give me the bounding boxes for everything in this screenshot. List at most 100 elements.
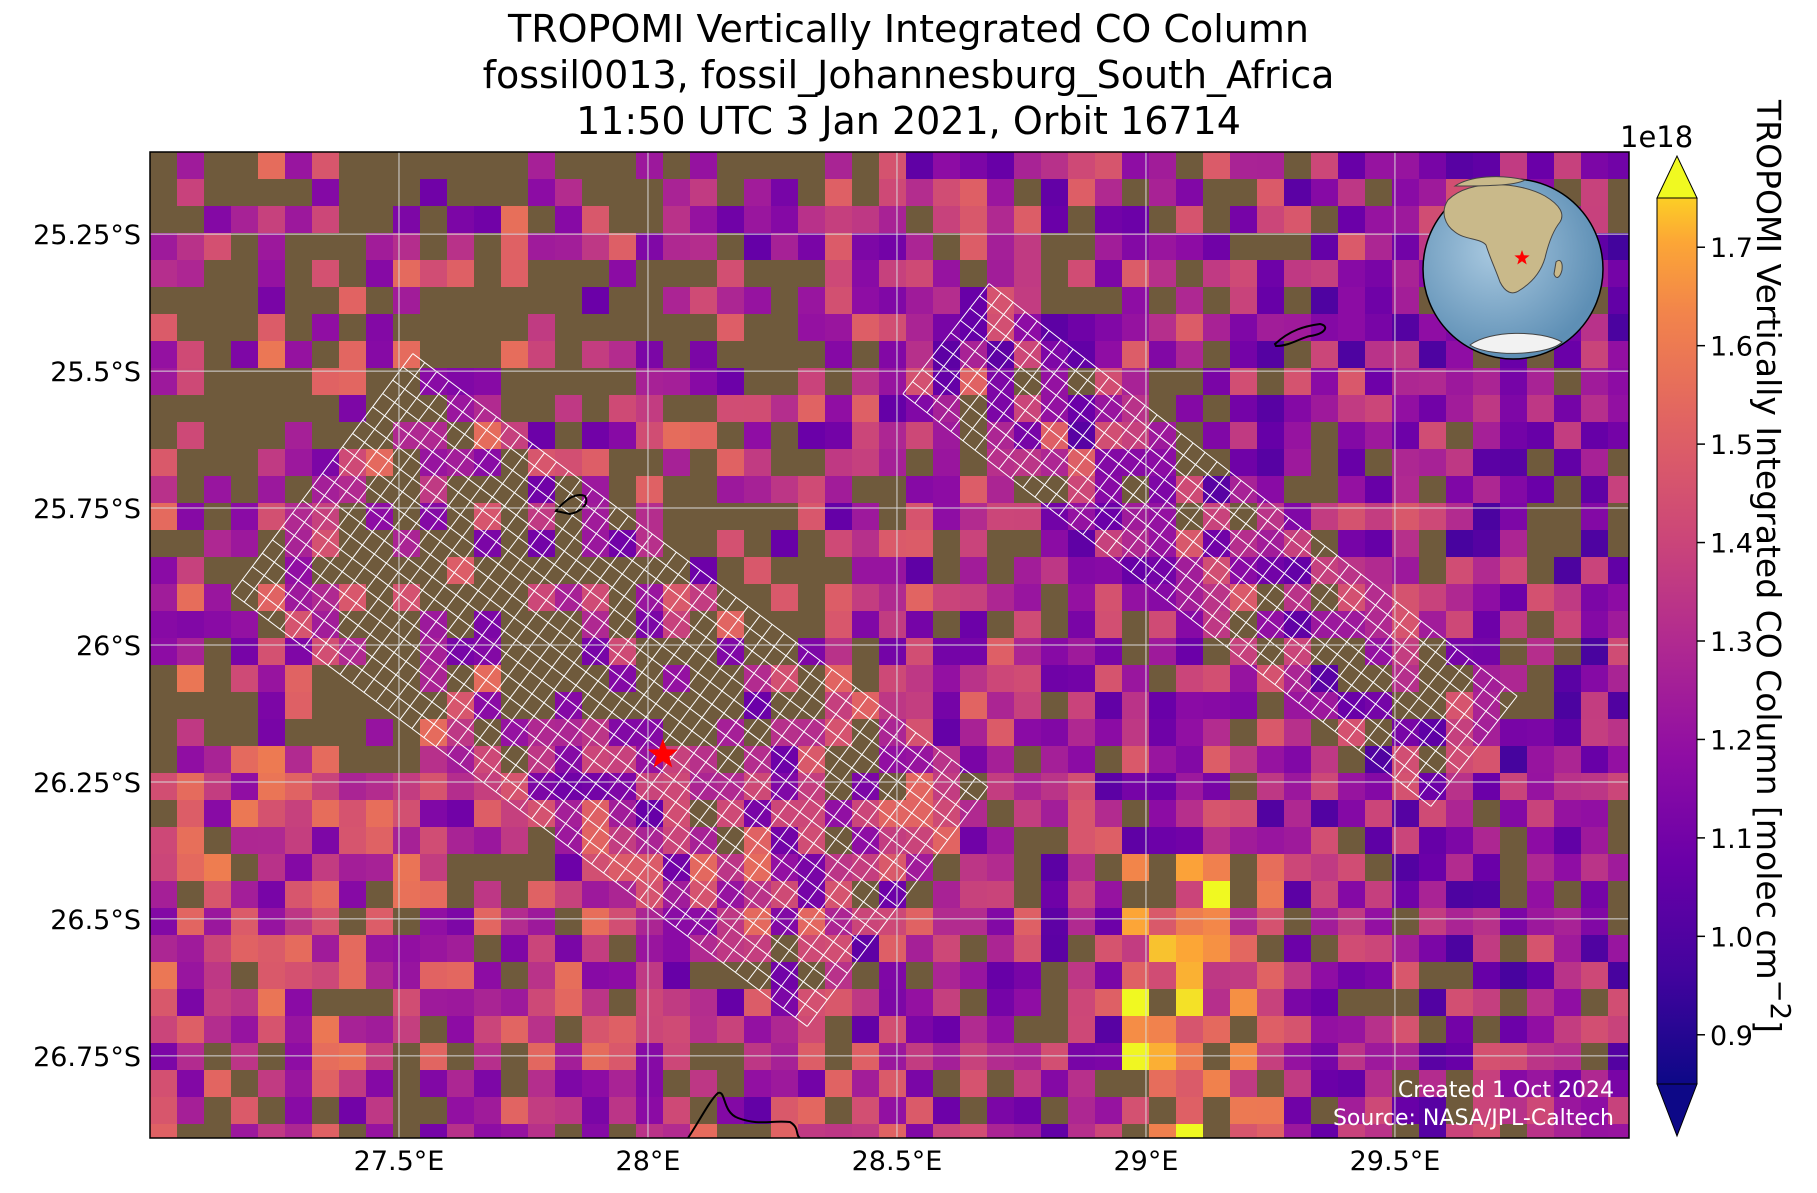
co-pixel	[1446, 611, 1473, 638]
co-pixel	[204, 746, 231, 773]
co-pixel	[1608, 368, 1629, 395]
co-pixel	[933, 584, 960, 611]
co-pixel	[1392, 422, 1419, 449]
co-pixel	[1365, 233, 1392, 260]
co-pixel	[1500, 719, 1527, 746]
co-pixel	[1230, 962, 1257, 989]
co-pixel	[609, 962, 636, 989]
co-pixel	[852, 206, 879, 233]
co-pixel	[1608, 1070, 1629, 1097]
co-pixel	[1284, 422, 1311, 449]
co-pixel	[1284, 611, 1311, 638]
co-pixel	[933, 719, 960, 746]
title-line-1: TROPOMI Vertically Integrated CO Column	[508, 7, 1309, 51]
co-pixel	[906, 719, 933, 746]
co-pixel	[1284, 1016, 1311, 1043]
co-pixel	[393, 1016, 420, 1043]
co-pixel	[1149, 260, 1176, 287]
co-pixel	[1122, 935, 1149, 962]
co-pixel	[1500, 1043, 1527, 1070]
co-pixel	[1608, 746, 1629, 773]
co-pixel	[204, 611, 231, 638]
co-pixel	[852, 395, 879, 422]
co-pixel	[1608, 962, 1629, 989]
co-pixel	[690, 206, 717, 233]
x-tick-label: 29.5°E	[1350, 1146, 1441, 1177]
co-pixel	[420, 827, 447, 854]
colorbar-tick-label: 0.9	[1710, 1021, 1753, 1052]
co-pixel	[1230, 1070, 1257, 1097]
co-pixel	[744, 935, 771, 962]
co-pixel	[1230, 260, 1257, 287]
co-pixel	[960, 341, 987, 368]
swath-line	[312, 486, 888, 921]
co-pixel	[933, 881, 960, 908]
co-pixel	[1500, 368, 1527, 395]
co-pixel	[1014, 800, 1041, 827]
co-pixel	[447, 989, 474, 1016]
co-pixel	[339, 800, 366, 827]
co-pixel	[1284, 989, 1311, 1016]
co-pixel	[1392, 881, 1419, 908]
swath-line	[969, 307, 1499, 721]
co-pixel	[582, 827, 609, 854]
co-pixel	[771, 1097, 798, 1124]
co-pixel	[1311, 368, 1338, 395]
co-pixel	[1338, 584, 1365, 611]
y-axis-ticks: 25.25°S 25.5°S 25.75°S 26°S 26.25°S 26.5°S 26.…	[33, 220, 141, 1073]
co-pixel	[1284, 719, 1311, 746]
co-pixel	[447, 800, 474, 827]
co-pixel	[258, 962, 285, 989]
co-pixel	[1041, 179, 1068, 206]
co-pixel	[1581, 449, 1608, 476]
co-pixel	[555, 449, 582, 476]
co-pixel	[1176, 962, 1203, 989]
co-pixel	[1554, 152, 1581, 179]
swath-line	[1274, 573, 1362, 685]
co-pixel	[663, 233, 690, 260]
co-pixel	[339, 1097, 366, 1124]
co-pixel	[1365, 341, 1392, 368]
co-pixel	[1338, 854, 1365, 881]
co-pixel	[204, 206, 231, 233]
co-pixel	[1419, 854, 1446, 881]
co-pixel	[258, 152, 285, 179]
co-pixel	[1176, 611, 1203, 638]
co-pixel	[393, 260, 420, 287]
co-pixel	[906, 422, 933, 449]
co-pixel	[1176, 395, 1203, 422]
co-pixel	[1095, 638, 1122, 665]
co-pixel	[555, 746, 582, 773]
co-pixel	[1608, 233, 1629, 260]
co-pixel	[258, 206, 285, 233]
co-pixel	[528, 233, 555, 260]
co-pixel	[1365, 773, 1392, 800]
co-pixel	[1230, 692, 1257, 719]
co-pixel	[825, 908, 852, 935]
co-pixel	[1284, 260, 1311, 287]
co-pixel	[1473, 368, 1500, 395]
swath-line	[1190, 508, 1278, 620]
co-pixel	[1122, 854, 1149, 881]
co-pixel	[1284, 449, 1311, 476]
co-pixel	[1365, 611, 1392, 638]
co-pixel	[1554, 746, 1581, 773]
co-pixel	[474, 1097, 501, 1124]
co-pixel	[1311, 1070, 1338, 1097]
co-pixel	[1122, 773, 1149, 800]
swath-line	[902, 283, 990, 395]
co-pixel	[1311, 1124, 1338, 1138]
co-pixel	[366, 935, 393, 962]
co-pixel	[609, 1097, 636, 1124]
co-pixel	[474, 962, 501, 989]
co-pixel	[1608, 773, 1629, 800]
co-pixel	[1041, 152, 1068, 179]
co-pixel	[177, 557, 204, 584]
co-pixel	[474, 881, 501, 908]
co-pixel	[1392, 152, 1419, 179]
co-pixel	[1041, 881, 1068, 908]
co-pixel	[636, 341, 663, 368]
co-pixel	[1014, 314, 1041, 341]
co-pixel	[1149, 827, 1176, 854]
